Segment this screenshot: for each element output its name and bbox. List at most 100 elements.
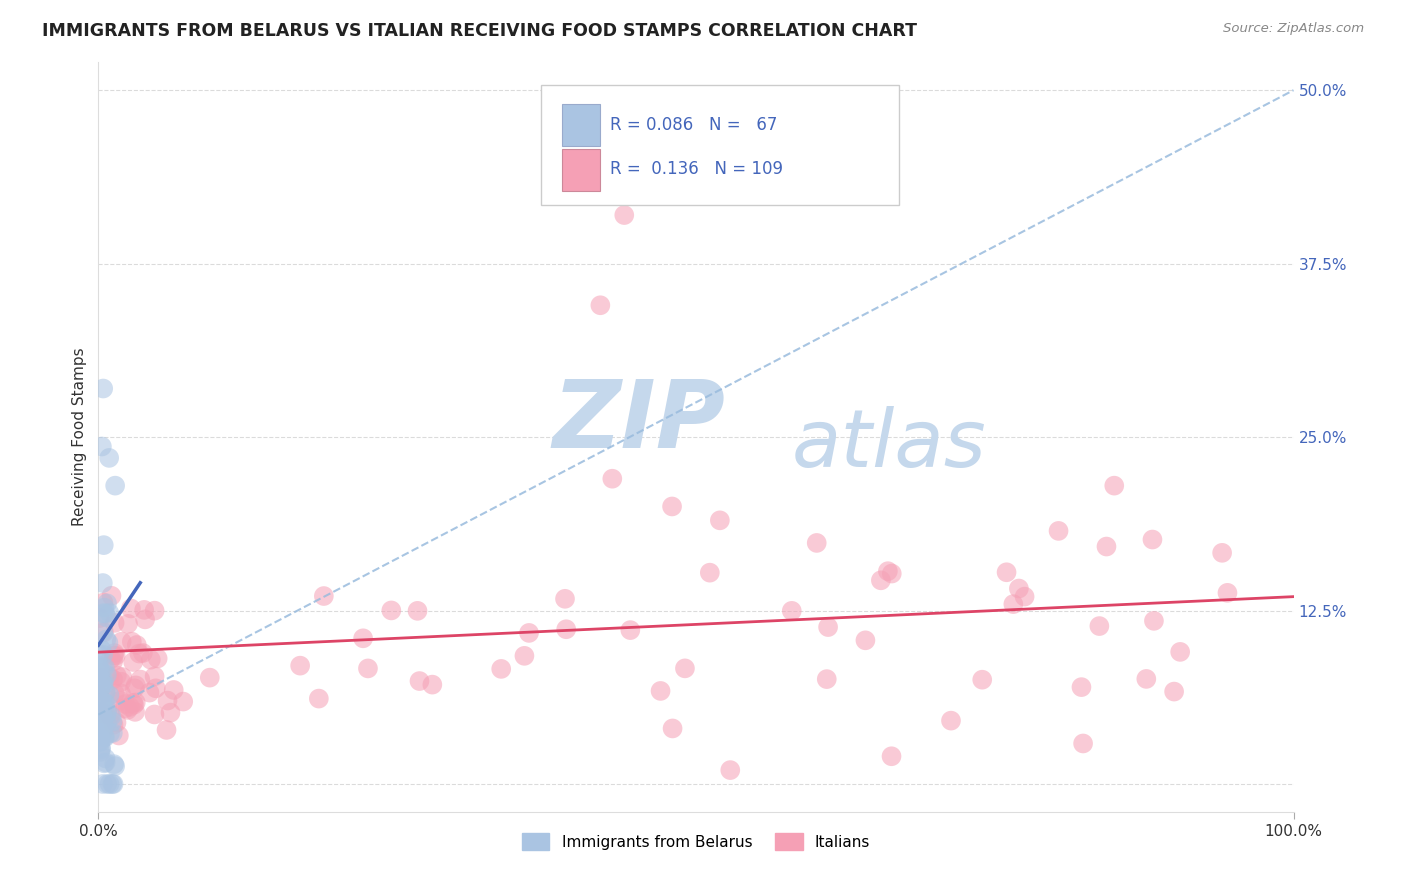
Immigrants from Belarus [93, 538, 115, 552]
Immigrants from Belarus [90, 740, 112, 755]
Italians [880, 749, 903, 764]
Immigrants from Belarus [93, 696, 115, 710]
Italians [602, 472, 624, 486]
Italians [661, 500, 683, 514]
Italians [103, 718, 125, 732]
Italians [105, 668, 128, 682]
Immigrants from Belarus [91, 707, 114, 722]
Italians [1088, 619, 1111, 633]
Immigrants from Belarus [96, 716, 118, 731]
Italians [103, 648, 125, 663]
Italians [995, 566, 1018, 580]
FancyBboxPatch shape [541, 85, 900, 205]
Italians [718, 763, 741, 777]
Immigrants from Belarus [103, 777, 125, 791]
Italians [132, 646, 155, 660]
Italians [554, 591, 576, 606]
Immigrants from Belarus [98, 606, 121, 620]
Italians [855, 633, 877, 648]
Italians [1047, 524, 1070, 538]
Immigrants from Belarus [93, 730, 115, 744]
Immigrants from Belarus [87, 659, 110, 673]
Immigrants from Belarus [96, 668, 118, 682]
Italians [110, 694, 132, 708]
Italians [1014, 590, 1036, 604]
Italians [406, 604, 429, 618]
Immigrants from Belarus [104, 478, 127, 492]
Immigrants from Belarus [98, 777, 121, 791]
Italians [806, 536, 828, 550]
Immigrants from Belarus [87, 648, 110, 662]
Immigrants from Belarus [103, 757, 125, 772]
Italians [104, 648, 127, 663]
Italians [100, 652, 122, 666]
Italians [357, 661, 380, 675]
Italians [128, 647, 150, 661]
Immigrants from Belarus [90, 735, 112, 749]
Italians [1095, 540, 1118, 554]
Italians [1216, 586, 1239, 600]
FancyBboxPatch shape [562, 104, 600, 146]
Italians [134, 612, 156, 626]
Italians [408, 674, 430, 689]
Immigrants from Belarus [91, 724, 114, 739]
Italians [1163, 684, 1185, 698]
Immigrants from Belarus [90, 681, 112, 695]
Italians [120, 601, 142, 615]
Immigrants from Belarus [96, 610, 118, 624]
Immigrants from Belarus [94, 696, 117, 710]
Italians [613, 208, 636, 222]
Immigrants from Belarus [104, 759, 127, 773]
Italians [117, 703, 139, 717]
Italians [118, 699, 141, 714]
Italians [110, 686, 132, 700]
Immigrants from Belarus [91, 648, 114, 662]
Immigrants from Belarus [101, 777, 124, 791]
Immigrants from Belarus [90, 694, 112, 708]
Immigrants from Belarus [89, 734, 111, 748]
Italians [352, 632, 374, 646]
Immigrants from Belarus [91, 624, 114, 639]
Legend: Immigrants from Belarus, Italians: Immigrants from Belarus, Italians [516, 827, 876, 856]
Italians [100, 589, 122, 603]
Italians [111, 634, 134, 648]
Italians [939, 714, 962, 728]
Italians [619, 623, 641, 637]
Immigrants from Belarus [96, 707, 118, 722]
Immigrants from Belarus [90, 642, 112, 657]
Immigrants from Belarus [89, 663, 111, 677]
Immigrants from Belarus [91, 576, 114, 591]
Immigrants from Belarus [89, 682, 111, 697]
Italians [125, 678, 148, 692]
Italians [1211, 546, 1233, 560]
Italians [489, 662, 512, 676]
Italians [780, 604, 803, 618]
Italians [94, 685, 117, 699]
Immigrants from Belarus [96, 596, 118, 610]
Italians [98, 708, 121, 723]
Italians [143, 669, 166, 683]
Italians [513, 648, 536, 663]
Italians [555, 622, 578, 636]
Immigrants from Belarus [100, 709, 122, 723]
Italians [114, 701, 136, 715]
Text: R =  0.136   N = 109: R = 0.136 N = 109 [610, 160, 783, 178]
Italians [172, 695, 194, 709]
Italians [122, 698, 145, 712]
Italians [709, 513, 731, 527]
Text: Source: ZipAtlas.com: Source: ZipAtlas.com [1223, 22, 1364, 36]
Italians [880, 566, 903, 581]
Immigrants from Belarus [91, 382, 114, 396]
Immigrants from Belarus [97, 636, 120, 650]
Italians [1104, 478, 1126, 492]
Italians [308, 691, 330, 706]
Immigrants from Belarus [94, 660, 117, 674]
Italians [101, 673, 124, 687]
Italians [1168, 645, 1191, 659]
Italians [110, 674, 132, 689]
Italians [1008, 582, 1031, 596]
Italians [89, 665, 111, 680]
Italians [111, 670, 134, 684]
Immigrants from Belarus [96, 706, 118, 720]
Immigrants from Belarus [96, 777, 118, 791]
